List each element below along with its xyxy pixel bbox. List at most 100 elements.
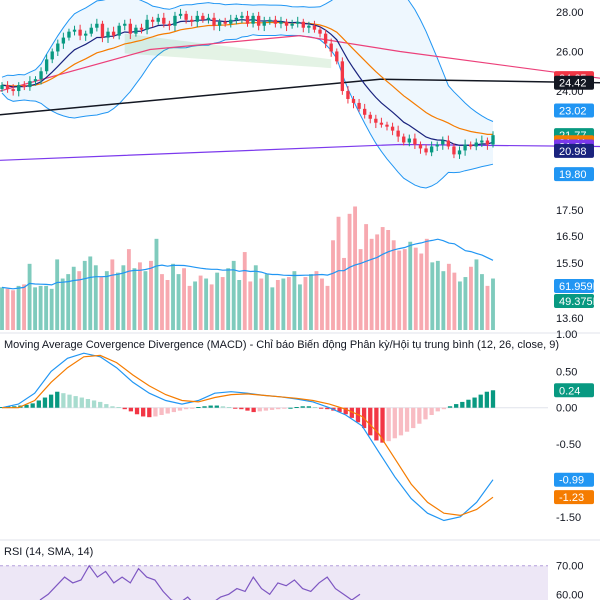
macd-histogram-bar: [220, 406, 226, 408]
candle: [446, 140, 451, 147]
volume-bar: [413, 247, 418, 330]
bollinger-lower: [1, 34, 494, 189]
macd-histogram-bar: [55, 391, 60, 408]
macd-histogram-bar: [147, 407, 152, 418]
volume-tag: 49.375K: [559, 296, 600, 308]
candle: [117, 25, 121, 36]
macd-tag: 0.24: [559, 385, 580, 397]
volume-bar: [99, 277, 104, 330]
candle: [139, 27, 144, 30]
candle: [429, 146, 434, 153]
macd-axis-label: 1.00: [556, 329, 577, 341]
volume-bar: [297, 284, 302, 330]
candle: [251, 15, 255, 24]
macd-histogram-bar: [417, 407, 422, 424]
volume-bar: [391, 240, 396, 330]
macd-histogram-bar: [337, 407, 342, 413]
candle: [145, 19, 149, 30]
volume-bar: [364, 224, 369, 330]
volume-bar: [281, 278, 286, 330]
macd-axis-label: 0.00: [556, 403, 577, 415]
price-tag-bg: [554, 167, 594, 182]
volume-bar: [347, 213, 352, 330]
macd-histogram-bar: [245, 407, 250, 411]
macd-histogram-bar: [423, 407, 428, 420]
candle: [106, 31, 110, 38]
candle: [39, 71, 43, 80]
volume-bar: [33, 287, 38, 330]
candle: [100, 23, 105, 38]
candle: [178, 13, 183, 16]
macd-histogram-bar: [239, 407, 244, 410]
candle: [296, 21, 300, 24]
volume-bar: [325, 285, 330, 330]
volume-bar: [126, 249, 131, 330]
macd-histogram-bar: [398, 407, 404, 436]
volume-tag-bg: [554, 279, 594, 293]
candle: [418, 144, 423, 149]
candle: [173, 15, 177, 26]
rsi-axis-label: 60.00: [556, 589, 584, 600]
candle: [256, 15, 261, 26]
macd-histogram-bar: [48, 394, 54, 408]
candle: [335, 51, 339, 62]
volume-bar: [237, 280, 242, 330]
macd-histogram-bar: [134, 407, 140, 415]
price-tag-bg: [554, 103, 594, 118]
candle: [50, 51, 54, 60]
candle: [44, 59, 49, 72]
volume-bar: [165, 280, 170, 330]
macd-histogram-bar: [104, 404, 109, 408]
volume-bar: [452, 272, 457, 330]
ma-pink-line: [0, 34, 600, 92]
candle: [245, 15, 250, 24]
candle: [156, 17, 160, 22]
candle: [312, 25, 317, 30]
price-tag: 23.02: [559, 105, 587, 117]
candle: [134, 27, 138, 34]
macd-histogram-bar: [472, 397, 477, 408]
macd-histogram-bar: [466, 399, 471, 408]
macd-histogram-bar: [411, 407, 416, 429]
candle: [301, 21, 305, 28]
volume-bar: [353, 206, 358, 330]
price-axis-label: 28.00: [556, 7, 584, 19]
macd-histogram-bar: [312, 407, 318, 408]
macd-histogram-bar: [263, 407, 269, 411]
volume-bar: [121, 265, 126, 330]
cloud-fill: [124, 33, 332, 69]
volume-bar: [187, 285, 192, 330]
candle: [206, 17, 211, 20]
volume-bar: [55, 259, 60, 330]
macd-histogram-bar: [159, 407, 164, 415]
candle: [240, 15, 244, 18]
volume-bar: [375, 234, 380, 330]
volume-bar: [270, 287, 275, 330]
volume-bar: [435, 260, 440, 330]
volume-bar: [154, 238, 159, 330]
volume-bar: [22, 284, 26, 330]
macd-tag-bg: [554, 472, 594, 487]
volume-bar: [446, 263, 451, 330]
macd-histogram-bar: [73, 396, 78, 408]
volume-bar: [358, 249, 363, 330]
macd-histogram-bar: [300, 406, 305, 408]
rsi-band: [0, 565, 548, 600]
candle: [351, 98, 356, 103]
candle: [167, 23, 172, 26]
volume-bar: [149, 260, 153, 330]
macd-axis-label: -0.50: [556, 439, 581, 451]
candle: [162, 17, 166, 24]
candle: [22, 85, 26, 88]
macd-histogram-bar: [288, 407, 293, 409]
macd-histogram-bar: [441, 407, 447, 410]
volume-bar: [402, 249, 407, 330]
candle: [424, 148, 428, 153]
candle: [469, 144, 473, 147]
volume-bar: [204, 278, 209, 330]
candle: [441, 140, 445, 145]
candle: [17, 85, 21, 92]
candle: [5, 85, 10, 90]
